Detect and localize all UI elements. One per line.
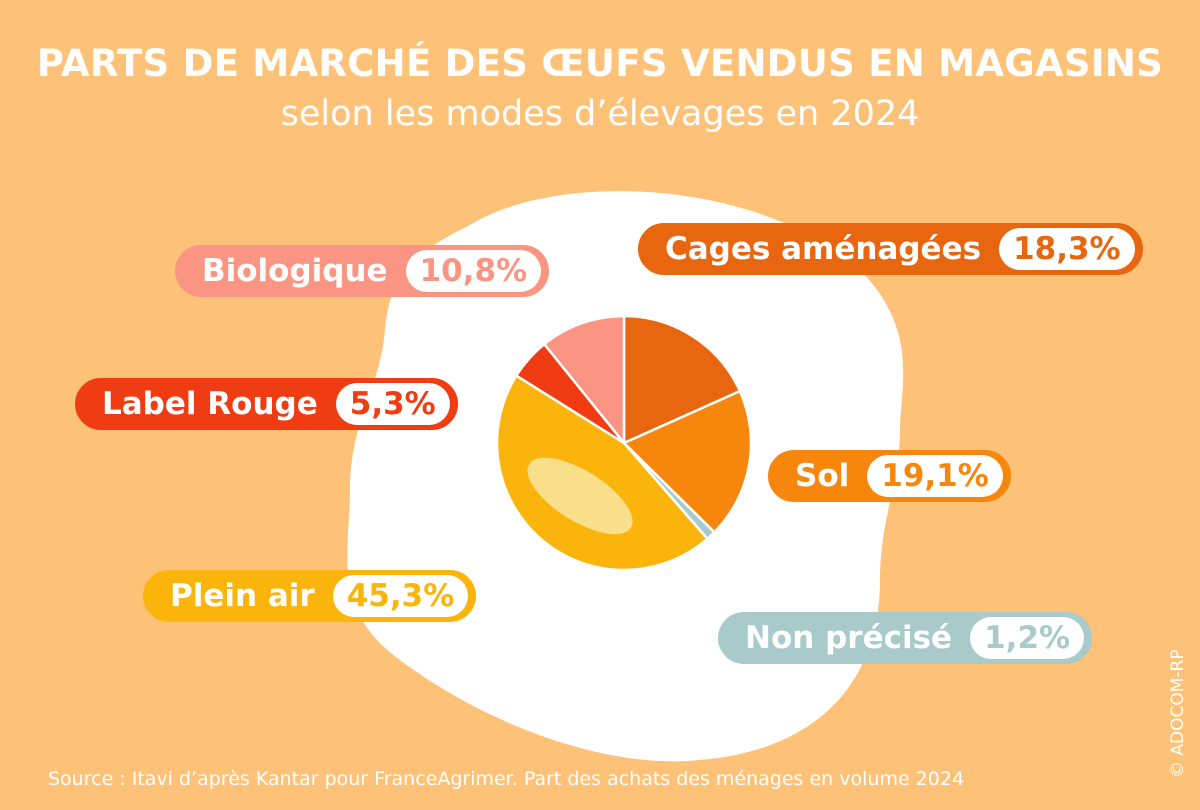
- legend-label-rouge-name: Label Rouge: [102, 386, 318, 422]
- legend-biologique-name: Biologique: [202, 253, 388, 289]
- pie-slice-sol: [622, 389, 753, 534]
- legend-plein-air-name: Plein air: [170, 578, 315, 614]
- source-note: Source : Itavi d’après Kantar pour Franc…: [48, 768, 965, 790]
- legend-plein-air: Plein air 45,3%: [143, 570, 477, 622]
- chart-title: PARTS DE MARCHÉ DES ŒUFS VENDUS EN MAGAS…: [36, 42, 1164, 85]
- legend-non-precise-value: 1,2%: [970, 617, 1085, 659]
- legend-label-rouge: Label Rouge 5,3%: [75, 378, 458, 430]
- legend-biologique: Biologique 10,8%: [175, 245, 550, 297]
- legend-cages-amenagees: Cages aménagées 18,3%: [638, 223, 1143, 275]
- pie-slice-plein-air: [495, 374, 709, 572]
- legend-biologique-value: 10,8%: [405, 250, 542, 292]
- legend-plein-air-value: 45,3%: [332, 575, 469, 617]
- copyright-note: © ADOCOM-RP: [1168, 649, 1188, 778]
- legend-cages-amenagees-name: Cages aménagées: [665, 231, 982, 267]
- legend-non-precise-name: Non précisé: [745, 620, 953, 656]
- pie-slice-cages-amenagees: [622, 314, 742, 445]
- legend-non-precise: Non précisé 1,2%: [718, 612, 1093, 664]
- legend-sol: Sol 19,1%: [768, 450, 1011, 502]
- legend-sol-value: 19,1%: [867, 455, 1003, 497]
- legend-sol-name: Sol: [795, 458, 850, 494]
- legend-label-rouge-value: 5,3%: [335, 383, 450, 425]
- pie-slice-biologique: [543, 314, 626, 445]
- legend-cages-amenagees-value: 18,3%: [999, 228, 1135, 270]
- pie: [495, 314, 753, 572]
- yolk-highlight: [527, 457, 633, 535]
- chart-subtitle: selon les modes d’élevages en 2024: [280, 94, 920, 134]
